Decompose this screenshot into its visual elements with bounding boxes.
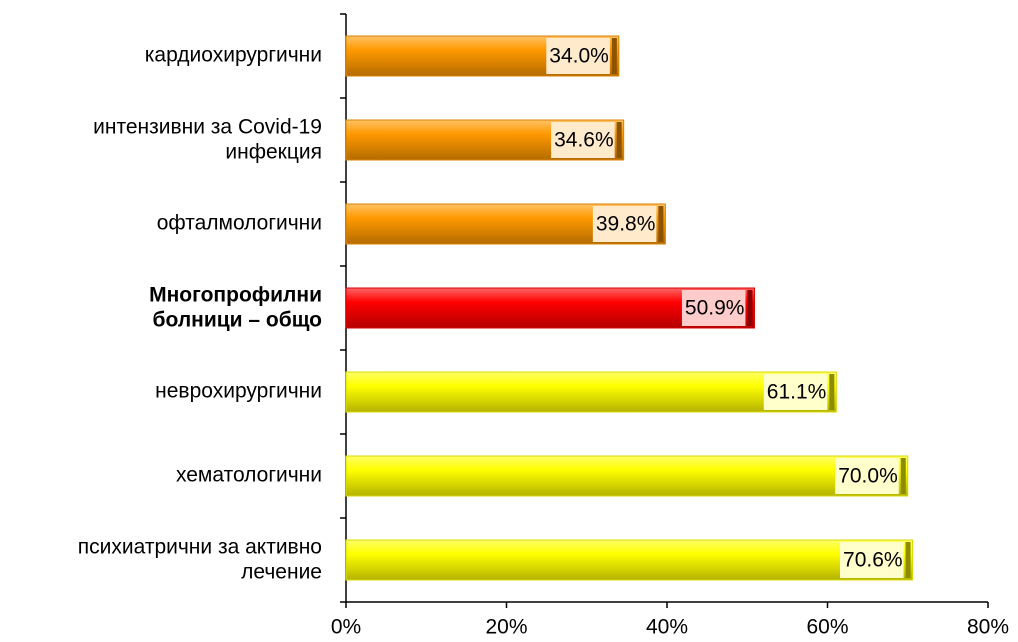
bar-cap (658, 206, 664, 242)
bar-cap (905, 542, 911, 578)
value-label: 34.6% (554, 129, 614, 152)
bar-cap (616, 122, 622, 158)
value-label-bg (840, 542, 904, 578)
value-label: 50.9% (685, 297, 745, 320)
x-tick-label: 0% (331, 616, 361, 639)
bar (345, 539, 914, 581)
value-label-bg (763, 374, 828, 410)
bar-cap (900, 458, 906, 494)
value-label-bg (592, 206, 657, 242)
value-label: 61.1% (767, 381, 827, 404)
y-tick-label: офталмологични (157, 212, 322, 235)
y-tick-label: кардиохирургични (145, 44, 322, 67)
bar-cap (611, 38, 617, 74)
value-label-bg (546, 38, 610, 74)
y-tick-label: Многопрофилни болници – общо (149, 283, 322, 331)
x-tick-label: 20% (485, 616, 527, 639)
bar (345, 455, 909, 497)
value-label-bg (835, 458, 899, 494)
value-label: 39.8% (596, 213, 656, 236)
y-tick-label: хематологични (176, 464, 322, 487)
x-tick-label: 80% (967, 616, 1009, 639)
value-label-bg (551, 122, 615, 158)
x-tick-label: 60% (806, 616, 848, 639)
value-label: 34.0% (549, 45, 609, 68)
bar-cap (829, 374, 835, 410)
y-tick-label: неврохирургични (155, 380, 322, 403)
bar-cap (747, 290, 753, 326)
y-tick-label: интензивни за Covid-19 инфекция (93, 115, 322, 163)
x-tick-label: 40% (646, 616, 688, 639)
bar (345, 371, 837, 413)
value-label-bg (681, 290, 746, 326)
value-label: 70.0% (838, 465, 898, 488)
value-label: 70.6% (843, 549, 903, 572)
y-tick-label: психиатрични за активно лечение (78, 535, 322, 583)
